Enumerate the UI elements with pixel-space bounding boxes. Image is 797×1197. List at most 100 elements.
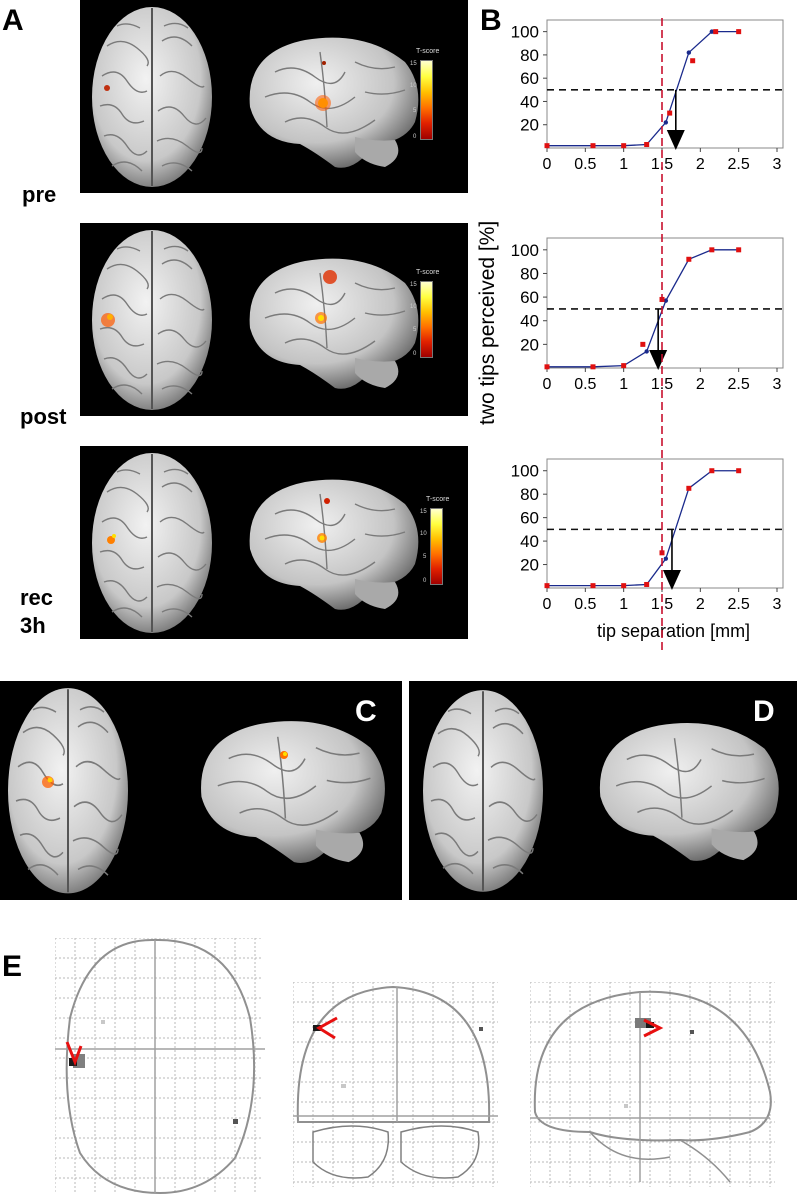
observed-marker xyxy=(709,247,715,253)
activation-blob xyxy=(318,315,324,321)
glass-brain-sagittal xyxy=(530,982,775,1187)
y-tick-label: 80 xyxy=(520,264,539,283)
threshold-arrowhead xyxy=(649,350,668,370)
brain-render-pre xyxy=(91,6,420,188)
x-axis-label: tip separation [mm] xyxy=(597,621,751,641)
threshold-arrowhead xyxy=(666,130,685,150)
y-tick-label: 60 xyxy=(520,288,539,307)
x-tick-label: 2 xyxy=(696,596,705,613)
x-tick-label: 1 xyxy=(619,596,628,613)
brain-render-rec xyxy=(91,452,420,634)
brain-panel-d: D xyxy=(409,681,797,900)
observed-marker xyxy=(621,143,627,149)
brain-render-c xyxy=(6,687,386,895)
y-tick-label: 20 xyxy=(520,556,539,575)
observed-marker xyxy=(544,364,550,370)
observed-marker xyxy=(621,363,627,369)
observed-marker xyxy=(644,142,650,148)
series-point xyxy=(663,120,669,125)
threshold-arrowhead xyxy=(662,570,681,590)
y-tick-label: 40 xyxy=(520,532,539,551)
series-line xyxy=(547,30,739,147)
colorbar-title: T-score xyxy=(426,496,450,503)
activation-blob xyxy=(107,314,113,320)
x-tick-label: 2 xyxy=(696,156,705,173)
series-point xyxy=(663,298,669,303)
session-label-rec: rec 3h xyxy=(20,585,54,638)
observed-marker xyxy=(736,468,742,474)
y-tick-label: 20 xyxy=(520,335,539,354)
x-tick-label: 3 xyxy=(773,376,782,393)
y-tick-label: 100 xyxy=(511,23,539,42)
x-tick-label: 0 xyxy=(543,376,552,393)
colorbar-tick: 10 xyxy=(410,83,417,89)
panel-label-a: A xyxy=(2,4,24,37)
activation-cluster xyxy=(69,1058,77,1066)
observed-marker xyxy=(686,485,692,491)
panel-label-e: E xyxy=(2,950,23,983)
observed-marker xyxy=(736,29,742,35)
observed-marker xyxy=(736,247,742,253)
session-label-pre: pre xyxy=(22,182,57,207)
cursor-marker xyxy=(643,1018,664,1038)
activation-blob xyxy=(112,534,116,538)
y-tick-label: 80 xyxy=(520,485,539,504)
observed-marker xyxy=(709,468,715,474)
activation-blob xyxy=(319,535,325,541)
series-point xyxy=(663,556,669,561)
activation-blob xyxy=(324,498,330,504)
colorbar-tick: 15 xyxy=(410,61,417,67)
brain-render-d xyxy=(421,688,780,893)
colorbar-tick: 0 xyxy=(413,351,417,357)
x-tick-label: 3 xyxy=(773,596,782,613)
y-tick-label: 80 xyxy=(520,46,539,65)
colorbar-tick: 0 xyxy=(423,578,427,584)
x-tick-label: 0 xyxy=(543,156,552,173)
observed-marker xyxy=(644,581,650,587)
activation-blob xyxy=(47,777,53,783)
brain-render-post xyxy=(91,229,420,411)
x-tick-label: 0 xyxy=(543,596,552,613)
colorbar-tick: 5 xyxy=(413,327,417,333)
y-tick-label: 60 xyxy=(520,509,539,528)
colorbar-tick: 10 xyxy=(410,304,417,310)
x-tick-label: 2.5 xyxy=(728,376,750,393)
glass-brain-transverse xyxy=(55,938,265,1195)
brain-panel-rec: T-score 15 10 5 0 xyxy=(80,446,468,639)
cursor-marker xyxy=(65,1041,83,1067)
observed-marker xyxy=(544,143,550,149)
activation-blob xyxy=(323,270,337,284)
activation-blob xyxy=(42,776,54,788)
activation-cluster xyxy=(635,1018,651,1028)
x-tick-label: 2 xyxy=(696,376,705,393)
x-tick-label: 1.5 xyxy=(651,596,673,613)
activation-blob xyxy=(104,85,110,91)
series-point xyxy=(709,29,715,34)
colorbar-title: T-score xyxy=(416,269,440,276)
colorbar-gradient xyxy=(430,508,443,585)
observed-marker xyxy=(686,256,692,262)
colorbar-tick: 15 xyxy=(410,282,417,288)
observed-marker xyxy=(667,110,673,116)
activation-blob xyxy=(107,536,115,544)
colorbar-gradient xyxy=(420,60,433,140)
plot-frame xyxy=(546,19,784,149)
observed-marker xyxy=(690,58,696,64)
observed-marker xyxy=(640,341,646,347)
x-tick-label: 0.5 xyxy=(574,596,596,613)
y-tick-label: 40 xyxy=(520,92,539,111)
glass-brain-coronal xyxy=(293,982,498,1187)
x-tick-label: 1 xyxy=(619,376,628,393)
activation-blob xyxy=(315,95,331,111)
brain-panel-c: C xyxy=(0,681,402,900)
cursor-marker xyxy=(316,1016,338,1040)
activation-blob xyxy=(322,61,326,65)
colorbar-gradient xyxy=(420,281,433,358)
panel-label-c: C xyxy=(355,695,377,728)
brain-panel-pre: T-score 15 10 5 0 xyxy=(80,0,468,193)
x-tick-label: 2.5 xyxy=(728,156,750,173)
x-tick-label: 0.5 xyxy=(574,376,596,393)
observed-marker xyxy=(544,583,550,589)
y-tick-label: 100 xyxy=(511,241,539,260)
